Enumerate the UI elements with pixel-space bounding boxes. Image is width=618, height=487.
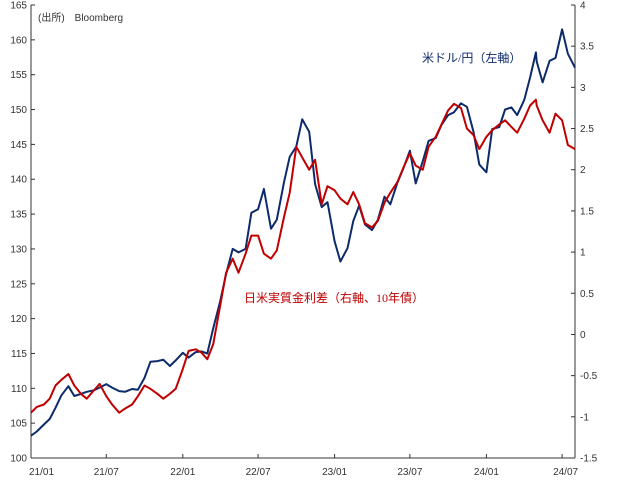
left-tick-label: 135 xyxy=(10,210,27,221)
left-tick-label: 150 xyxy=(10,105,27,116)
series-layer xyxy=(30,28,576,437)
left-tick-label: 160 xyxy=(10,35,27,46)
right-tick-label: 1 xyxy=(580,248,586,259)
right-tick-label: 0 xyxy=(580,330,586,341)
x-tick-label: 23/01 xyxy=(322,467,347,478)
right-tick-label: -1.5 xyxy=(580,454,598,465)
right-tick-label: -0.5 xyxy=(580,371,598,382)
left-tick-label: 115 xyxy=(11,349,27,360)
x-axis: 21/01 21/07 22/01 22/07 23/01 23/07 24/01 24/07 xyxy=(29,454,579,478)
right-tick-label: 4 xyxy=(580,1,586,12)
x-tick-label: 24/01 xyxy=(474,467,499,478)
right-tick-label: 0.5 xyxy=(580,289,594,300)
right-tick-label: 3 xyxy=(580,83,586,94)
left-tick-label: 165 xyxy=(10,1,27,12)
usdjpy-series-line xyxy=(30,28,576,437)
left-tick-label: 140 xyxy=(10,175,27,186)
x-tick-label: 22/01 xyxy=(170,467,195,478)
right-tick-label: 2.5 xyxy=(580,124,594,135)
x-tick-label: 21/01 xyxy=(29,467,54,478)
spread-series-line xyxy=(30,98,576,414)
left-tick-label: 125 xyxy=(10,279,27,290)
x-tick-label: 24/07 xyxy=(553,467,578,478)
x-tick-label: 21/07 xyxy=(94,467,119,478)
source-note: (出所) Bloomberg xyxy=(38,11,123,24)
left-tick-label: 105 xyxy=(10,419,27,430)
right-tick-label: 2 xyxy=(580,165,586,176)
usdjpy-series-label: 米ドル/円（左軸） xyxy=(422,50,521,65)
right-tick-label: 3.5 xyxy=(580,42,594,53)
left-axis: 100 105 110 115 120 125 130 135 140 145 150 155 160 1… xyxy=(10,1,35,465)
right-tick-label: -1 xyxy=(580,412,589,423)
x-tick-label: 22/07 xyxy=(246,467,271,478)
left-tick-label: 155 xyxy=(10,70,27,81)
left-tick-label: 120 xyxy=(10,314,27,325)
x-tick-label: 23/07 xyxy=(397,467,422,478)
right-axis: -1.5 -1 -0.5 0 0.5 1 1.5 2 2.5 3 3.5 4 xyxy=(571,1,598,465)
spread-series-label: 日米実質金利差（右軸、10年債） xyxy=(244,290,424,305)
left-tick-label: 145 xyxy=(10,140,27,151)
right-tick-label: 1.5 xyxy=(580,206,594,217)
left-tick-label: 130 xyxy=(10,244,27,255)
left-tick-label: 100 xyxy=(10,454,27,465)
left-tick-label: 110 xyxy=(11,384,27,395)
